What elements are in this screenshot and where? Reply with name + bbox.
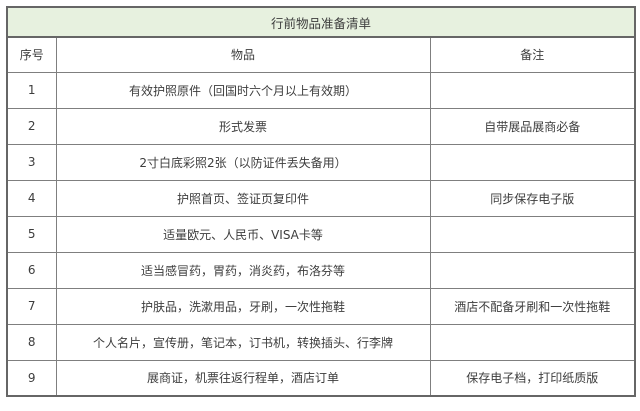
table-row: 5 适量欧元、人民币、VISA卡等 <box>6 215 636 253</box>
row-note <box>429 71 636 109</box>
table-row: 8 个人名片，宣传册，笔记本，订书机，转换插头、行李牌 <box>6 323 636 361</box>
row-item: 护照首页、签证页复印件 <box>55 179 431 217</box>
table-row: 7 护肤品，洗漱用品，牙刷，一次性拖鞋 酒店不配备牙刷和一次性拖鞋 <box>6 287 636 325</box>
col-header-item: 物品 <box>55 36 431 73</box>
row-item: 有效护照原件（回国时六个月以上有效期） <box>55 71 431 109</box>
table-row: 3 2寸白底彩照2张（以防证件丢失备用） <box>6 143 636 181</box>
row-note <box>429 251 636 289</box>
row-item: 展商证，机票往返行程单，酒店订单 <box>55 359 431 397</box>
table-row: 1 有效护照原件（回国时六个月以上有效期） <box>6 71 636 109</box>
row-number: 2 <box>6 107 57 145</box>
table-row: 6 适当感冒药，胃药，消炎药，布洛芬等 <box>6 251 636 289</box>
row-number: 6 <box>6 251 57 289</box>
table-title: 行前物品准备清单 <box>6 6 636 38</box>
row-number: 1 <box>6 71 57 109</box>
row-note <box>429 143 636 181</box>
row-number: 3 <box>6 143 57 181</box>
row-item: 护肤品，洗漱用品，牙刷，一次性拖鞋 <box>55 287 431 325</box>
table-title-row: 行前物品准备清单 <box>6 6 636 38</box>
table-row: 2 形式发票 自带展品展商必备 <box>6 107 636 145</box>
table-row: 4 护照首页、签证页复印件 同步保存电子版 <box>6 179 636 217</box>
row-item: 形式发票 <box>55 107 431 145</box>
table-row: 9 展商证，机票往返行程单，酒店订单 保存电子档，打印纸质版 <box>6 359 636 397</box>
row-number: 8 <box>6 323 57 361</box>
pre-departure-checklist-table: 行前物品准备清单 序号 物品 备注 1 有效护照原件（回国时六个月以上有效期） … <box>6 6 636 397</box>
row-number: 7 <box>6 287 57 325</box>
row-number: 5 <box>6 215 57 253</box>
row-note: 自带展品展商必备 <box>429 107 636 145</box>
table-header-row: 序号 物品 备注 <box>6 36 636 73</box>
row-item: 适量欧元、人民币、VISA卡等 <box>55 215 431 253</box>
row-note: 酒店不配备牙刷和一次性拖鞋 <box>429 287 636 325</box>
row-note: 保存电子档，打印纸质版 <box>429 359 636 397</box>
col-header-no: 序号 <box>6 36 57 73</box>
row-note: 同步保存电子版 <box>429 179 636 217</box>
row-number: 9 <box>6 359 57 397</box>
row-item: 个人名片，宣传册，笔记本，订书机，转换插头、行李牌 <box>55 323 431 361</box>
row-item: 适当感冒药，胃药，消炎药，布洛芬等 <box>55 251 431 289</box>
row-note <box>429 215 636 253</box>
row-number: 4 <box>6 179 57 217</box>
col-header-note: 备注 <box>429 36 636 73</box>
row-item: 2寸白底彩照2张（以防证件丢失备用） <box>55 143 431 181</box>
row-note <box>429 323 636 361</box>
